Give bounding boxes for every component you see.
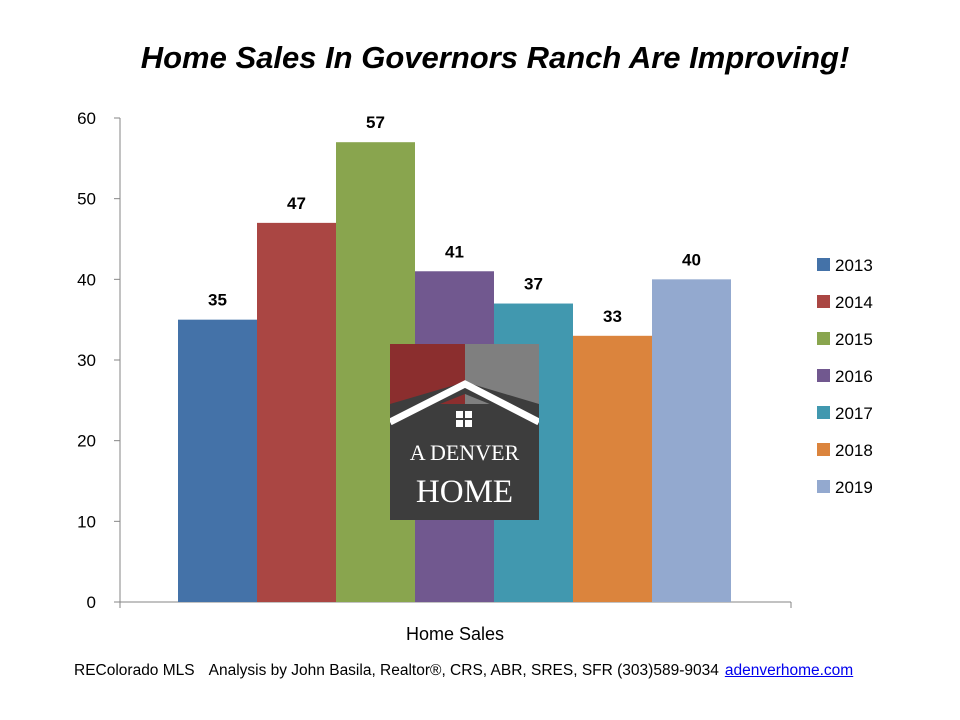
bar-2014 — [257, 222, 336, 602]
bar-2019 — [652, 279, 731, 602]
footer-credit: Analysis by John Basila, Realtor®, CRS, … — [208, 662, 719, 679]
data-label-2014: 47 — [287, 194, 306, 213]
legend-swatch-2014 — [817, 295, 830, 308]
legend-swatch-2013 — [817, 258, 830, 271]
footer: REColorado MLS Analysis by John Basila, R… — [74, 662, 853, 680]
y-tick-label: 20 — [77, 432, 96, 451]
legend-label-2016: 2016 — [835, 367, 873, 386]
legend-swatch-2016 — [817, 369, 830, 382]
y-tick-label: 40 — [77, 270, 96, 289]
data-label-2017: 37 — [524, 275, 543, 294]
chart-data-labels: 35 47 57 41 37 33 40 — [208, 113, 701, 326]
chart-legend: 2013 2014 2015 2016 2017 2018 2019 — [817, 256, 873, 497]
footer-website-link[interactable]: adenverhome.com — [724, 662, 854, 679]
logo-text-line1: A DENVER — [409, 440, 520, 465]
y-tick-label: 50 — [77, 190, 96, 209]
house-roof-icon — [390, 380, 539, 427]
legend-label-2015: 2015 — [835, 330, 873, 349]
data-label-2015: 57 — [366, 113, 385, 132]
logo-text-line2: HOME — [415, 474, 514, 510]
legend-swatch-2019 — [817, 480, 830, 493]
legend-label-2018: 2018 — [835, 441, 873, 460]
x-axis-label: Home Sales — [406, 624, 504, 644]
legend-swatch-2015 — [817, 332, 830, 345]
legend-label-2013: 2013 — [835, 256, 873, 275]
legend-swatch-2017 — [817, 406, 830, 419]
data-label-2016: 41 — [445, 242, 464, 261]
data-label-2013: 35 — [208, 291, 227, 310]
footer-source: REColorado MLS — [74, 662, 195, 679]
legend-label-2014: 2014 — [835, 293, 873, 312]
bar-2013 — [178, 319, 257, 602]
chart-title: Home Sales In Governors Ranch Are Improv… — [140, 40, 850, 75]
data-label-2018: 33 — [603, 307, 622, 326]
a-denver-home-logo: A DENVER HOME — [390, 344, 539, 520]
y-tick-label: 10 — [77, 512, 96, 531]
legend-swatch-2018 — [817, 443, 830, 456]
legend-label-2017: 2017 — [835, 404, 873, 423]
y-tick-label: 30 — [77, 351, 96, 370]
y-tick-label: 0 — [87, 593, 96, 612]
legend-label-2019: 2019 — [835, 478, 873, 497]
data-label-2019: 40 — [682, 250, 701, 269]
bar-2018 — [573, 335, 652, 602]
y-tick-label: 60 — [77, 109, 96, 128]
